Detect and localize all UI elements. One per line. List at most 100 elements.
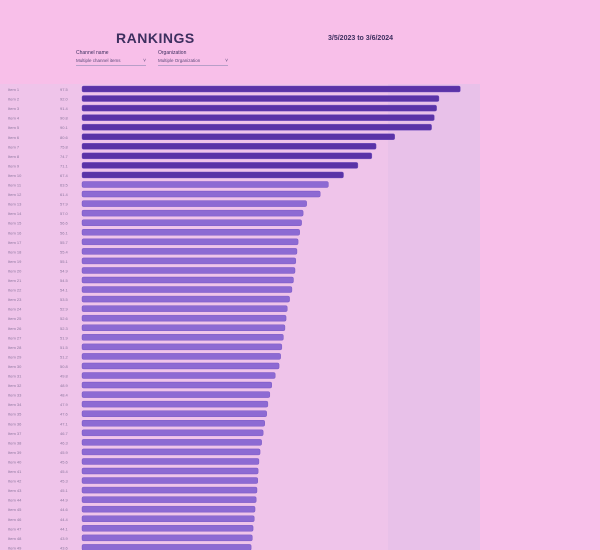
bar[interactable] [81,420,265,427]
bar[interactable] [81,362,280,370]
bar[interactable] [81,209,304,217]
bar[interactable] [81,486,258,494]
value-label: 45.3 [60,479,69,484]
bar[interactable] [81,515,255,522]
category-label: Item 3 [8,106,20,111]
value-label: 52.3 [60,326,69,331]
value-label: 48.4 [60,393,69,398]
bar[interactable] [81,324,286,331]
bar[interactable] [81,276,294,284]
value-label: 91.4 [60,106,69,111]
category-label: Item 30 [8,364,22,369]
bar[interactable] [81,257,296,265]
bar[interactable] [81,286,293,293]
value-label: 55.1 [60,259,69,264]
value-label: 90.8 [60,116,69,121]
bar[interactable] [81,85,461,93]
bar[interactable] [81,477,258,484]
organization-filter-label: Organization [158,50,187,56]
bar[interactable] [81,400,269,408]
bar[interactable] [81,353,281,360]
bar[interactable] [81,448,261,456]
bar[interactable] [81,544,252,550]
category-label: Item 5 [8,125,20,130]
category-label: Item 49 [8,545,22,550]
bar[interactable] [81,305,288,312]
bar[interactable] [81,181,329,188]
organization-filter[interactable]: Organization Multiple Organization ˅ [158,50,228,66]
channel-filter-select[interactable]: Multiple channel items ˅ [76,58,146,66]
category-label: Item 38 [8,440,22,445]
bar[interactable] [81,334,284,341]
value-label: 45.1 [60,488,69,493]
bar[interactable] [81,506,256,513]
value-label: 63.5 [60,183,69,188]
bar[interactable] [81,171,344,179]
bar[interactable] [81,525,254,532]
bar[interactable] [81,315,287,322]
bar[interactable] [81,343,283,351]
bar[interactable] [81,439,262,446]
page-title: RANKINGS [116,30,195,46]
bar[interactable] [81,114,435,121]
bar[interactable] [81,190,321,198]
bar[interactable] [81,391,270,398]
bar[interactable] [81,229,300,236]
bar[interactable] [81,133,395,140]
value-label: 45.4 [60,469,69,474]
category-label: Item 37 [8,431,22,436]
value-label: 44.9 [60,498,69,503]
category-label: Item 27 [8,335,22,340]
category-label: Item 40 [8,459,22,464]
category-label: Item 45 [8,507,22,512]
category-label: Item 10 [8,173,22,178]
channel-filter[interactable]: Channel name Multiple channel items ˅ [76,50,146,66]
bar[interactable] [81,143,377,150]
category-label: Item 4 [8,116,20,121]
bar[interactable] [81,458,260,465]
category-label: Item 11 [8,183,22,188]
bar[interactable] [81,152,373,160]
value-label: 53.5 [60,297,69,302]
bar[interactable] [81,429,264,436]
bar[interactable] [81,496,257,503]
category-label: Item 36 [8,421,22,426]
value-label: 75.8 [60,144,69,149]
category-label: Item 9 [8,163,20,168]
category-label: Item 34 [8,402,22,407]
bar[interactable] [81,95,440,102]
bar[interactable] [81,200,307,207]
value-label: 57.0 [60,211,69,216]
value-label: 44.1 [60,526,69,531]
value-label: 55.4 [60,249,69,254]
organization-filter-select[interactable]: Multiple Organization ˅ [158,58,228,66]
value-label: 52.6 [60,316,69,321]
category-label: Item 43 [8,488,22,493]
bar[interactable] [81,381,272,389]
bar[interactable] [81,123,432,131]
chevron-down-icon: ˅ [143,58,146,64]
bar[interactable] [81,162,359,169]
bar[interactable] [81,295,290,303]
bar[interactable] [81,104,437,112]
bar[interactable] [81,467,259,475]
value-label: 46.7 [60,431,69,436]
category-label: Item 32 [8,383,22,388]
bar[interactable] [81,219,302,226]
value-label: 45.6 [60,459,69,464]
bar[interactable] [81,372,276,379]
bar[interactable] [81,267,296,274]
category-label: Item 25 [8,316,22,321]
value-label: 49.8 [60,374,69,379]
value-label: 54.5 [60,278,69,283]
category-label: Item 41 [8,469,22,474]
value-label: 71.1 [60,163,69,168]
bar[interactable] [81,248,298,255]
category-label: Item 33 [8,393,22,398]
value-label: 56.6 [60,221,69,226]
bar[interactable] [81,238,299,246]
bar[interactable] [81,410,267,417]
value-label: 45.9 [60,450,69,455]
bar[interactable] [81,534,253,542]
category-label: Item 1 [8,87,20,92]
